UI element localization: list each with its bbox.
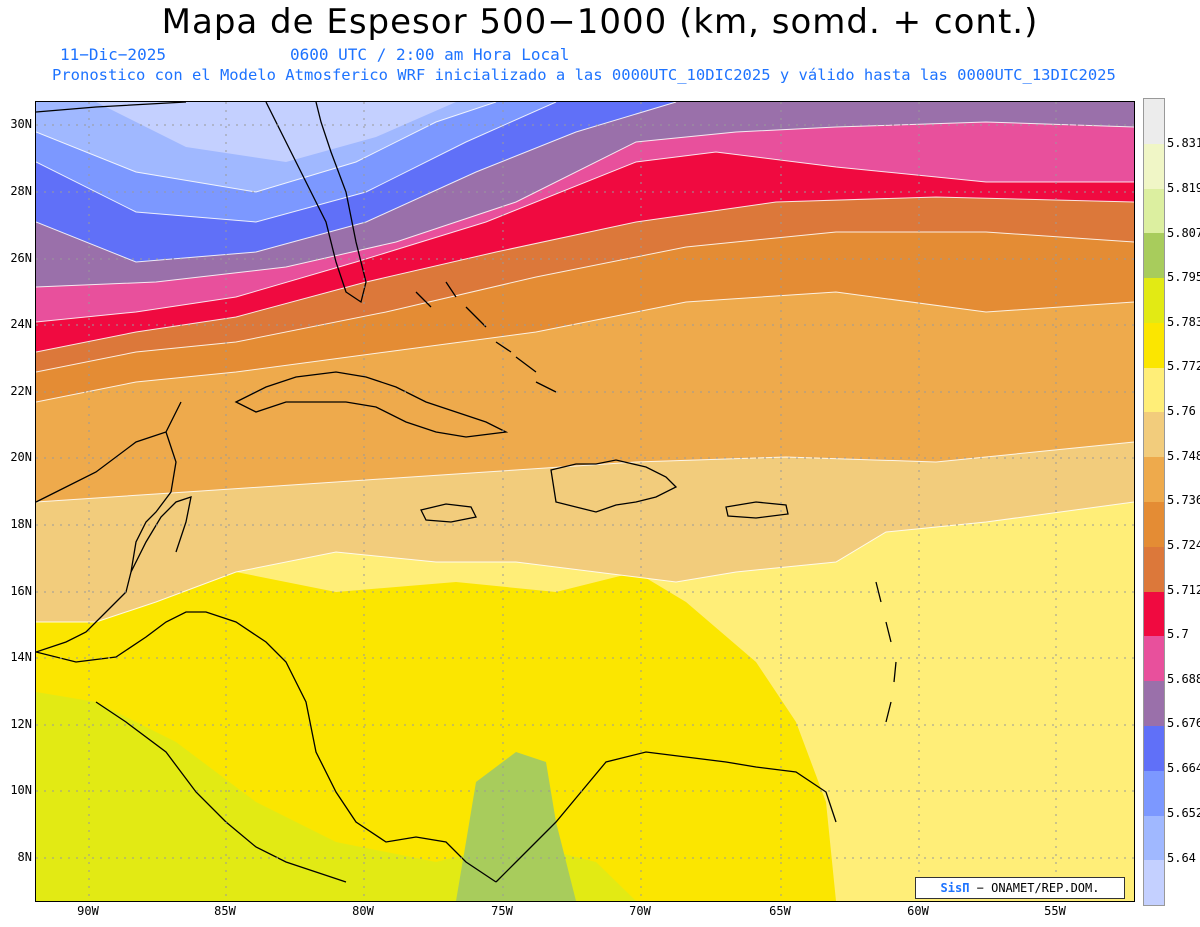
lat-label: 10N (10, 783, 32, 797)
thickness-map (35, 101, 1135, 902)
colorbar-label: 5.724 (1167, 538, 1200, 552)
band-5664 (36, 102, 676, 262)
colorbar-swatch (1144, 546, 1164, 592)
graticule (36, 102, 1134, 901)
contour-lines (36, 102, 1134, 623)
lon-label: 80W (352, 904, 374, 918)
colorbar-swatch (1144, 412, 1164, 458)
lat-label: 18N (10, 517, 32, 531)
forecast-time: 0600 UTC / 2:00 am Hora Local (290, 45, 570, 64)
colorbar-label: 5.807 (1167, 226, 1200, 240)
lat-label: 30N (10, 117, 32, 131)
colorbar-label: 5.652 (1167, 806, 1200, 820)
colorbar-swatch (1144, 636, 1164, 682)
lon-label: 70W (629, 904, 651, 918)
colorbar-label: 5.736 (1167, 493, 1200, 507)
band-5783-west (36, 692, 636, 901)
colorbar-label: 5.664 (1167, 761, 1200, 775)
lon-label: 90W (77, 904, 99, 918)
map-title: Mapa de Espesor 500−1000 (km, somd. + co… (161, 2, 1039, 42)
band-5628 (96, 102, 456, 162)
colorbar-label: 5.831 (1167, 136, 1200, 150)
credit-box: SisΠ − ONAMET/REP.DOM. (915, 877, 1125, 899)
band-5676 (36, 102, 1134, 287)
credit-text: − ONAMET/REP.DOM. (976, 881, 1100, 895)
map-canvas (36, 102, 1134, 901)
lat-label: 24N (10, 317, 32, 331)
colorbar-swatch (1144, 681, 1164, 726)
lon-label: 85W (214, 904, 236, 918)
colorbar-label: 5.64 (1167, 851, 1196, 865)
band-57 (36, 152, 1134, 352)
colorbar-swatch (1144, 143, 1164, 189)
colorbar-swatch (1144, 815, 1164, 861)
lon-label: 60W (907, 904, 929, 918)
lat-label: 22N (10, 384, 32, 398)
colorbar-swatch (1144, 591, 1164, 637)
lon-label: 55W (1044, 904, 1066, 918)
lon-label: 75W (491, 904, 513, 918)
coastlines (36, 102, 897, 883)
lat-label: 16N (10, 584, 32, 598)
forecast-description: Pronostico con el Modelo Atmosferico WRF… (52, 66, 1116, 84)
colorbar-label: 5.76 (1167, 404, 1196, 418)
colorbar (1143, 98, 1165, 906)
colorbar-swatch (1144, 502, 1164, 547)
lat-label: 28N (10, 184, 32, 198)
colorbar-label: 5.712 (1167, 583, 1200, 597)
lat-label: 14N (10, 650, 32, 664)
colorbar-label: 5.783 (1167, 315, 1200, 329)
forecast-date: 11−Dic−2025 (60, 45, 166, 64)
colorbar-label: 5.7 (1167, 627, 1189, 641)
colorbar-swatch (1144, 278, 1164, 323)
lat-label: 26N (10, 251, 32, 265)
colorbar-label: 5.748 (1167, 449, 1200, 463)
colorbar-label: 5.688 (1167, 672, 1200, 686)
colorbar-swatch (1144, 860, 1164, 906)
band-5795-center (456, 752, 576, 901)
colorbar-swatch (1144, 99, 1164, 144)
colorbar-swatch (1144, 233, 1164, 279)
band-5724 (36, 232, 1134, 402)
colorbar-swatch (1144, 322, 1164, 368)
band-5736 (36, 292, 1134, 502)
colorbar-label: 5.676 (1167, 716, 1200, 730)
lat-label: 8N (17, 850, 32, 864)
colorbar-label: 5.819 (1167, 181, 1200, 195)
colorbar-swatch (1144, 367, 1164, 413)
colorbar-swatch (1144, 188, 1164, 234)
band-5712 (36, 197, 1134, 372)
lon-label: 65W (769, 904, 791, 918)
lat-label: 12N (10, 717, 32, 731)
colorbar-swatch (1144, 457, 1164, 503)
colorbar-swatch (1144, 770, 1164, 816)
lat-label: 20N (10, 450, 32, 464)
colorbar-swatch (1144, 725, 1164, 771)
colorbar-label: 5.772 (1167, 359, 1200, 373)
credit-brand: SisΠ (940, 881, 970, 895)
band-5688 (36, 122, 1134, 322)
band-5748 (36, 442, 1134, 622)
colorbar-label: 5.795 (1167, 270, 1200, 284)
